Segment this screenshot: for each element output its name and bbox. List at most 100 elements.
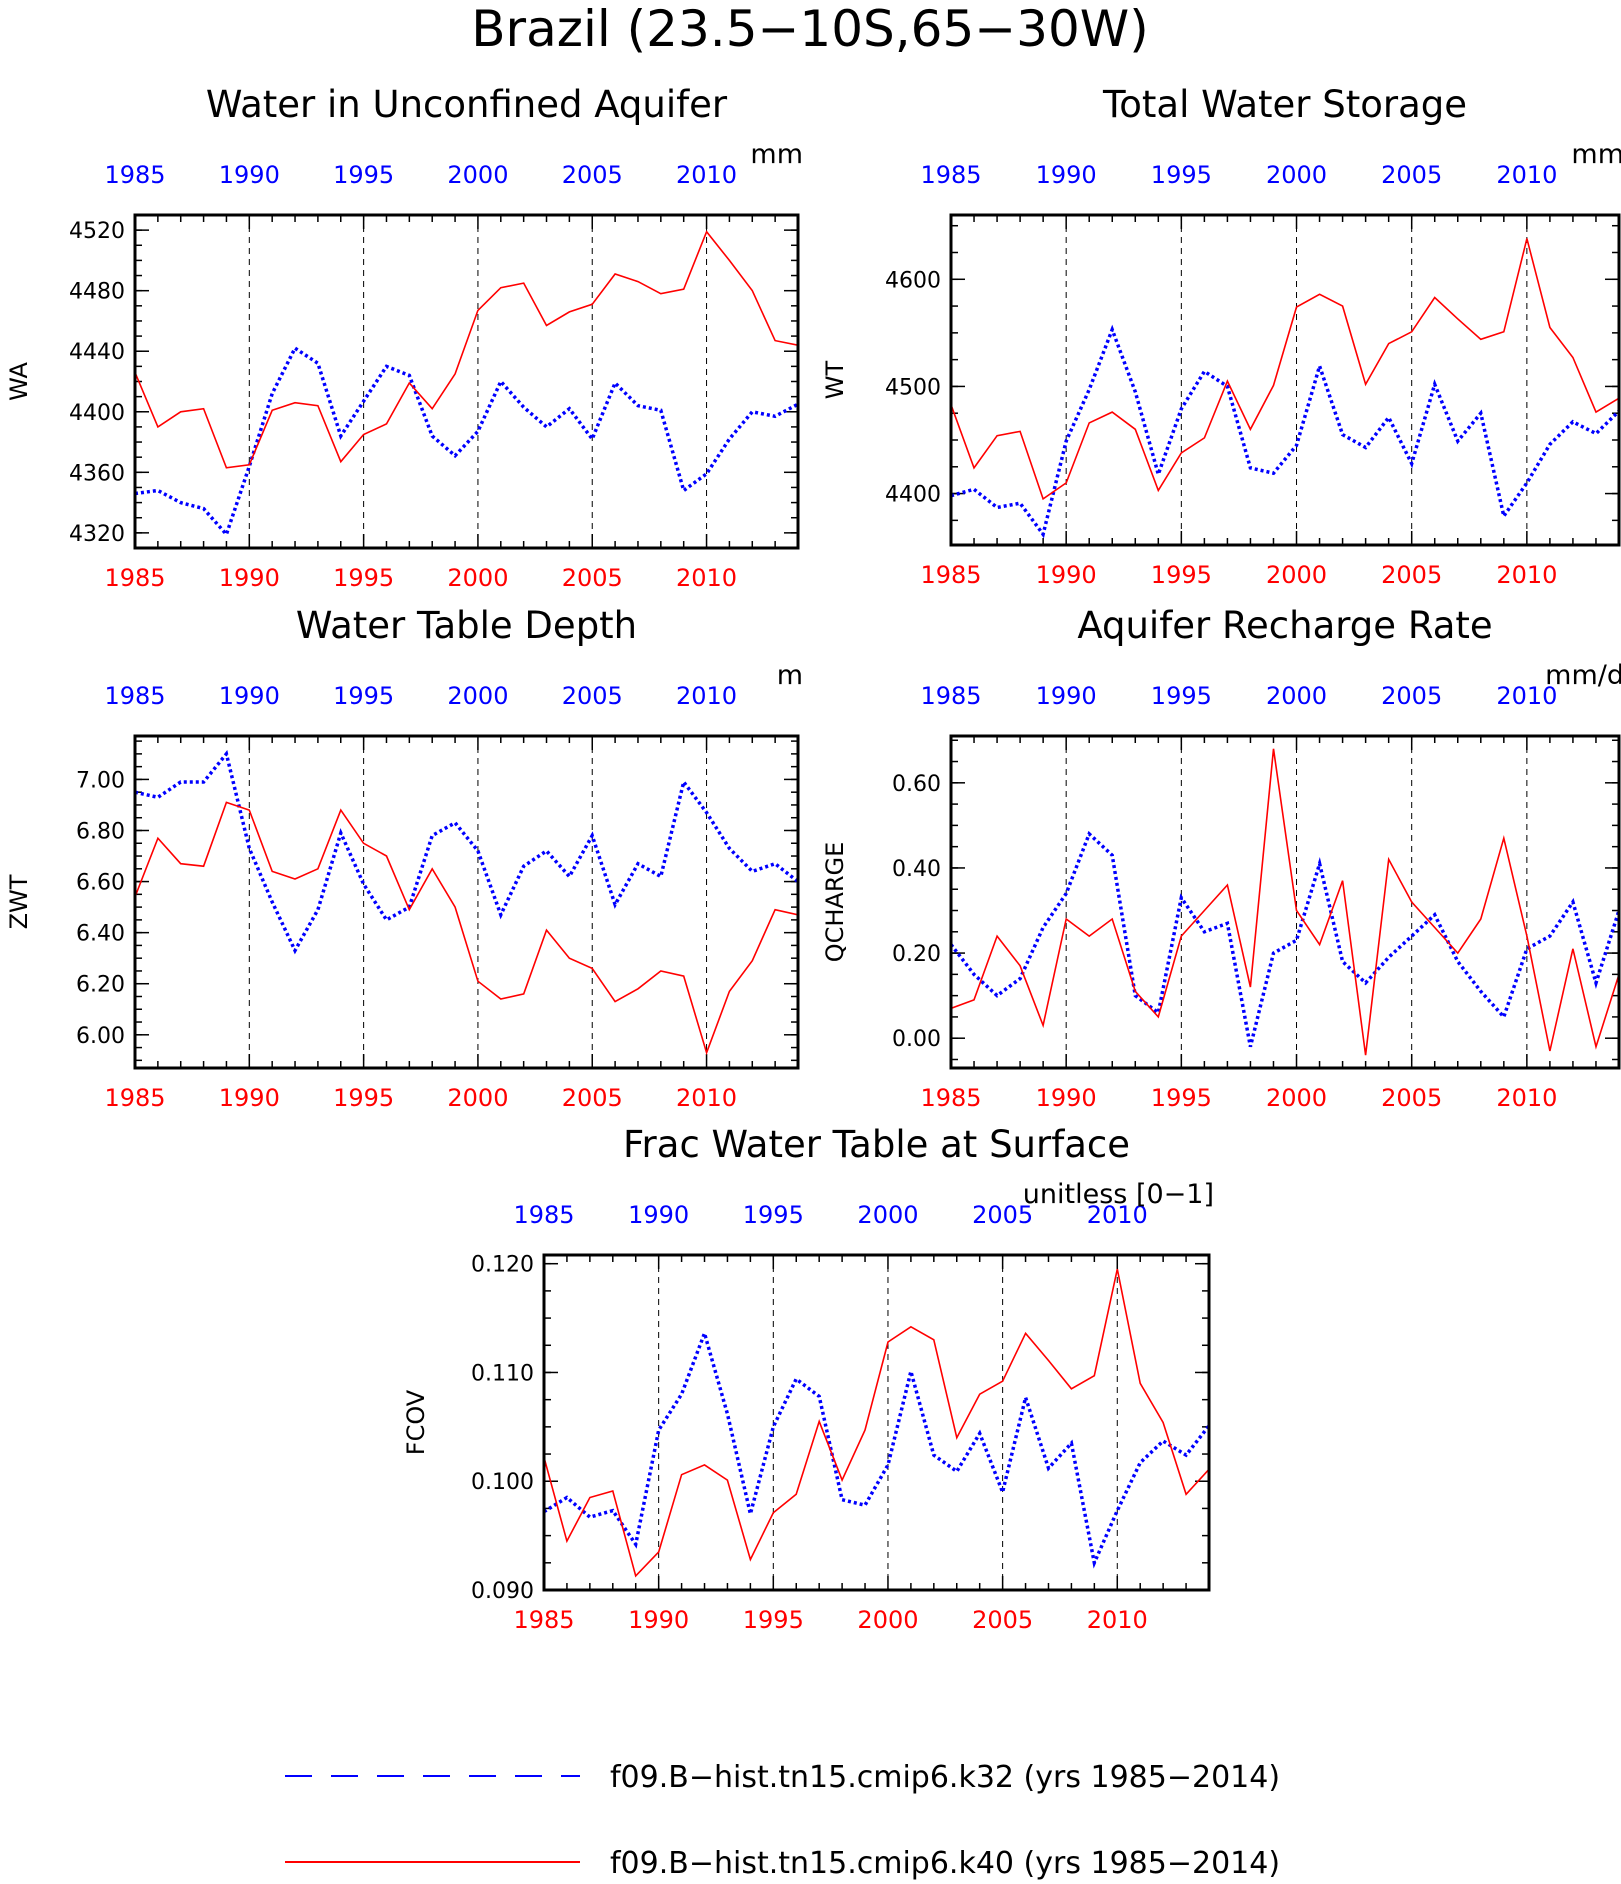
y-tick-label: 0.60 [892,772,941,797]
x-tick-label-bottom: 2000 [1266,1084,1327,1112]
x-tick-label-top: 2010 [676,682,737,710]
legend-label-0: f09.B−hist.tn15.cmip6.k32 (yrs 1985−2014… [610,1760,1280,1795]
panel-title: Total Water Storage [1102,83,1467,126]
series-line-k40 [951,748,1619,1056]
x-tick-label-top: 2005 [562,161,623,189]
series-line-k32 [135,345,798,538]
x-tick-label-top: 2005 [562,682,623,710]
x-tick-label-bottom: 2000 [447,564,508,592]
x-tick-label-bottom: 1995 [1151,1084,1212,1112]
plot-frame [949,734,1621,1070]
x-tick-label-top: 1990 [1036,682,1097,710]
series-line-k40 [951,238,1619,501]
x-tick-label-top: 2005 [1381,682,1442,710]
series-line-k40 [135,801,798,1056]
x-tick-label-top: 2000 [857,1201,918,1229]
x-tick-label-bottom: 1990 [219,1084,280,1112]
y-tick-label: 0.00 [892,1027,941,1052]
y-tick-label: 0.090 [471,1579,534,1604]
x-tick-label-bottom: 1985 [920,561,981,589]
y-tick-label: 4320 [69,522,125,547]
x-tick-label-top: 2010 [1496,161,1557,189]
x-tick-label-bottom: 1995 [743,1606,804,1634]
y-tick-label: 0.120 [471,1253,534,1278]
y-tick-label: 4600 [885,268,941,293]
y-tick-label: 0.100 [471,1470,534,1495]
x-tick-label-top: 2000 [447,682,508,710]
y-tick-label: 6.20 [76,973,125,998]
x-tick-label-bottom: 1985 [104,564,165,592]
series-line-k32 [135,750,798,955]
x-tick-label-bottom: 2005 [562,564,623,592]
y-tick-label: 4440 [69,340,125,365]
chart-panel-wt: Total Water Storage 1985 1985 1990 1990 1995 1… [821,83,1621,589]
x-tick-label-bottom: 1995 [333,564,394,592]
y-tick-label: 4500 [885,375,941,400]
x-tick-label-top: 1990 [219,682,280,710]
y-axis-label: WA [5,362,33,401]
y-tick-label: 0.110 [471,1361,534,1386]
x-tick-label-bottom: 2000 [1266,561,1327,589]
x-tick-label-top: 2000 [1266,682,1327,710]
y-axis-label: FCOV [402,1389,430,1455]
x-tick-label-top: 2010 [1496,682,1557,710]
y-tick-label: 0.40 [892,857,941,882]
y-tick-label: 6.60 [76,871,125,896]
plot-frame [542,1253,1211,1592]
x-tick-label-bottom: 1985 [104,1084,165,1112]
units-label: mm [1571,139,1621,170]
y-tick-label: 6.80 [76,819,125,844]
units-label: mm/d [1545,660,1621,691]
units-label: mm [750,139,803,170]
chart-panel-zwt: Water Table Depth 1985 1985 1990 1990 1995 199… [5,604,803,1112]
x-tick-label-top: 2010 [676,161,737,189]
y-tick-label: 6.40 [76,922,125,947]
chart-panel-qcharge: Aquifer Recharge Rate 1985 1985 1990 1990 199… [821,604,1621,1112]
y-axis-label: WT [821,360,849,399]
plot-frame [949,213,1621,547]
x-tick-label-top: 1985 [920,161,981,189]
x-tick-label-top: 1990 [628,1201,689,1229]
x-tick-label-bottom: 2010 [676,1084,737,1112]
panel-title: Aquifer Recharge Rate [1077,604,1492,647]
figure-title: Brazil (23.5−10S,65−30W) [471,0,1149,58]
y-tick-label: 4360 [69,461,125,486]
x-tick-label-top: 1995 [333,682,394,710]
y-tick-label: 4520 [69,219,125,244]
x-tick-label-bottom: 1995 [1151,561,1212,589]
x-tick-label-bottom: 2010 [1496,1084,1557,1112]
x-tick-label-top: 1995 [743,1201,804,1229]
x-tick-label-top: 1985 [513,1201,574,1229]
x-tick-label-top: 2005 [1381,161,1442,189]
y-tick-label: 0.20 [892,942,941,967]
x-tick-label-top: 1995 [1151,682,1212,710]
x-tick-label-bottom: 2010 [676,564,737,592]
series-line-k32 [951,830,1619,1048]
y-tick-label: 4400 [885,483,941,508]
x-tick-label-bottom: 1995 [333,1084,394,1112]
x-tick-label-bottom: 2000 [857,1606,918,1634]
y-tick-label: 7.00 [76,768,125,793]
x-tick-label-bottom: 1985 [513,1606,574,1634]
series-line-k32 [951,324,1619,539]
series-line-k40 [135,230,798,469]
y-tick-label: 4400 [69,401,125,426]
chart-panel-wa: Water in Unconfined Aquifer 1985 1985 1990 1… [5,83,803,592]
units-label: unitless [0−1] [1023,1179,1214,1210]
x-tick-label-bottom: 2010 [1496,561,1557,589]
x-tick-label-top: 1995 [1151,161,1212,189]
x-tick-label-top: 1990 [219,161,280,189]
x-tick-label-bottom: 2005 [1381,561,1442,589]
legend-label-1: f09.B−hist.tn15.cmip6.k40 (yrs 1985−2014… [610,1846,1280,1881]
legend: f09.B−hist.tn15.cmip6.k32 (yrs 1985−2014… [285,1760,1280,1881]
x-tick-label-bottom: 2000 [447,1084,508,1112]
panel-title: Water Table Depth [296,604,637,647]
x-tick-label-bottom: 2005 [1381,1084,1442,1112]
x-tick-label-top: 1985 [104,161,165,189]
x-tick-label-bottom: 1985 [920,1084,981,1112]
x-tick-label-bottom: 1990 [219,564,280,592]
x-tick-label-top: 2000 [1266,161,1327,189]
panel-title: Frac Water Table at Surface [623,1123,1130,1166]
x-tick-label-top: 1990 [1036,161,1097,189]
